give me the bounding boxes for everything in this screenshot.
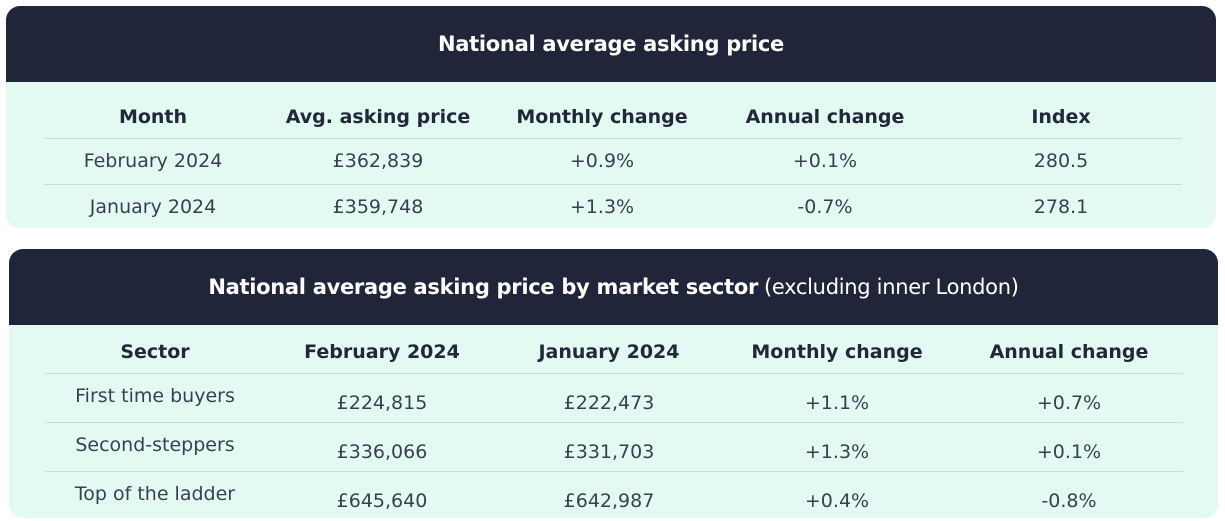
column-header-sector: Sector: [120, 341, 190, 364]
sector-price-subtitle: (excluding inner London): [764, 275, 1019, 299]
cell-february-2024: £336,066: [336, 440, 428, 463]
column-header-monthly-change: Monthly change: [516, 105, 688, 128]
cell-february-2024: £645,640: [336, 489, 428, 512]
column-header-monthly-change: Monthly change: [751, 341, 923, 364]
cell-sector: First time buyers: [75, 384, 235, 407]
column-header-january-2024: January 2024: [538, 341, 680, 364]
sector-price-header: National average asking price by market …: [9, 249, 1218, 325]
cell-monthly-change: +1.3%: [569, 196, 635, 219]
sector-price-card: National average asking price by market …: [9, 249, 1218, 518]
cell-monthly-change: +1.1%: [804, 391, 870, 414]
column-header-annual-change: Annual change: [989, 341, 1149, 364]
national-price-card: National average asking price Month Avg.…: [6, 6, 1216, 228]
cell-month: February 2024: [83, 150, 223, 172]
cell-january-2024: £222,473: [563, 391, 655, 414]
cell-index: 278.1: [1033, 196, 1089, 219]
cell-monthly-change: +0.4%: [804, 489, 870, 512]
table-row: Top of the ladder £645,640 £642,987 +0.4…: [45, 471, 1183, 518]
cell-avg-asking-price: £362,839: [332, 150, 424, 172]
table-row: Second-steppers £336,066 £331,703 +1.3% …: [45, 422, 1183, 471]
table-header-row: Sector February 2024 January 2024 Monthl…: [45, 332, 1183, 373]
national-price-header: National average asking price: [6, 6, 1216, 82]
column-header-annual-change: Annual change: [745, 105, 905, 128]
table-row: First time buyers £224,815 £222,473 +1.1…: [45, 373, 1183, 422]
cell-annual-change: +0.7%: [1036, 391, 1102, 414]
cell-january-2024: £331,703: [563, 440, 655, 463]
column-header-index: Index: [1031, 105, 1091, 128]
cell-monthly-change: +0.9%: [569, 150, 635, 172]
cell-sector: Second-steppers: [75, 433, 235, 456]
cell-annual-change: -0.8%: [1041, 489, 1097, 512]
column-header-month: Month: [118, 105, 188, 128]
sector-price-title: National average asking price by market …: [208, 275, 758, 299]
cell-annual-change: -0.7%: [797, 196, 853, 219]
cell-month: January 2024: [89, 196, 217, 219]
cell-sector: Top of the ladder: [74, 482, 236, 505]
table-header-row: Month Avg. asking price Monthly change A…: [44, 96, 1182, 138]
national-price-table: Month Avg. asking price Monthly change A…: [44, 96, 1182, 228]
cell-monthly-change: +1.3%: [804, 440, 870, 463]
cell-index: 280.5: [1033, 150, 1089, 172]
column-header-february-2024: February 2024: [304, 341, 460, 364]
table-row: February 2024 £362,839 +0.9% +0.1% 280.5: [44, 138, 1182, 184]
cell-january-2024: £642,987: [563, 489, 655, 512]
sector-price-table: Sector February 2024 January 2024 Monthl…: [45, 332, 1183, 518]
cell-february-2024: £224,815: [336, 391, 428, 414]
cell-annual-change: +0.1%: [792, 150, 858, 172]
national-price-title: National average asking price: [438, 32, 784, 56]
cell-annual-change: +0.1%: [1036, 440, 1102, 463]
table-row: January 2024 £359,748 +1.3% -0.7% 278.1: [44, 184, 1182, 228]
cell-avg-asking-price: £359,748: [332, 196, 424, 219]
column-header-avg-asking-price: Avg. asking price: [285, 105, 471, 128]
